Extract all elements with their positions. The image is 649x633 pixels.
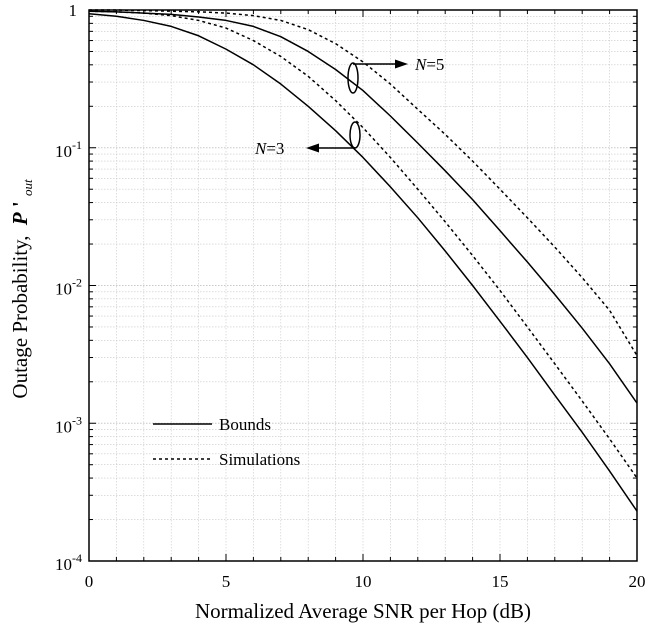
y-tick-label: 10-1 <box>55 138 82 161</box>
x-axis-label: Normalized Average SNR per Hop (dB) <box>195 599 531 623</box>
annotation-n5-arrowhead <box>395 59 408 69</box>
annotation-n3-ellipse <box>349 121 361 149</box>
annotation-n3-arrowhead <box>306 143 319 153</box>
y-axis-label-subscript: out <box>20 179 35 196</box>
annotation-n3: N=3 <box>254 121 361 158</box>
annotation-n3-label: N=3 <box>254 139 284 158</box>
annotation-n5: N=5 <box>347 55 444 94</box>
legend-label-bounds: Bounds <box>219 415 271 434</box>
annotation-n5-ellipse <box>347 62 359 94</box>
y-tick-label: 10-2 <box>55 276 82 299</box>
series-line-3-solid <box>88 10 638 404</box>
x-tick-label: 20 <box>629 572 646 591</box>
y-tick-label: 10-3 <box>55 413 82 436</box>
y-tick-label: 10-4 <box>55 551 82 574</box>
y-axis-label-prime: ' <box>8 201 32 207</box>
grid-layer <box>89 10 637 562</box>
series-layer <box>88 9 638 512</box>
series-line-4-dotted <box>89 9 638 356</box>
y-tick-label: 1 <box>69 1 78 20</box>
legend: Bounds Simulations <box>153 415 300 469</box>
x-tick-label: 10 <box>355 572 372 591</box>
x-tick-label: 5 <box>222 572 231 591</box>
y-axis-label-symbol: P <box>8 212 32 226</box>
legend-label-simulations: Simulations <box>219 450 300 469</box>
annotation-n5-label: N=5 <box>414 55 444 74</box>
x-tick-label: 15 <box>492 572 509 591</box>
series-line-1-solid <box>88 12 638 512</box>
series-line-2-dotted <box>88 10 638 479</box>
y-axis-label: Outage Probability, P ' out <box>8 179 35 399</box>
tick-layer: 0 5 10 15 20 1 10-1 10-2 10-3 10-4 <box>55 1 646 591</box>
x-tick-label: 0 <box>85 572 94 591</box>
y-axis-label-text: Outage Probability, <box>8 235 32 398</box>
